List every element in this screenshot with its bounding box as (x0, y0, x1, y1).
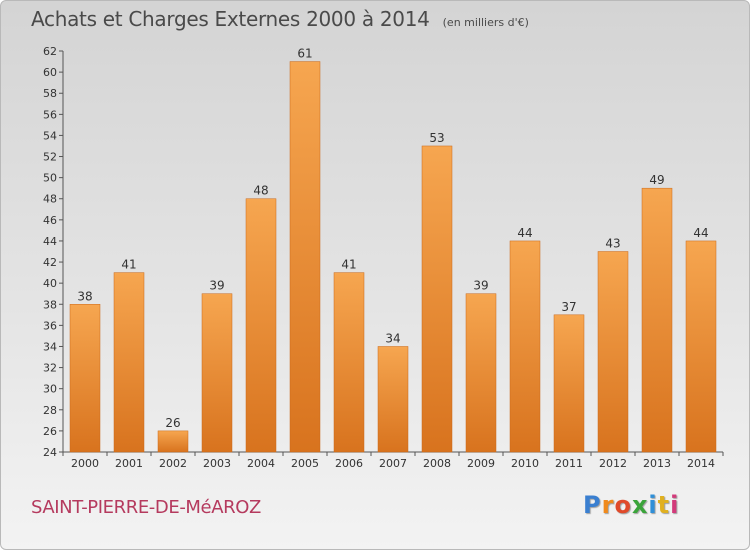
x-tick-label-2014: 2014 (687, 457, 715, 470)
bar-2001 (113, 272, 145, 453)
y-tick-label: 54 (43, 129, 57, 142)
x-tick-label-2012: 2012 (599, 457, 627, 470)
y-tick-label: 34 (43, 340, 57, 353)
x-tick-label-2008: 2008 (423, 457, 451, 470)
y-tick-label: 30 (43, 383, 57, 396)
value-labels: 38 41 26 39 48 61 41 34 53 39 44 37 43 49 44 (77, 47, 708, 430)
logo-letter: r (601, 491, 615, 519)
y-tick-label: 40 (43, 277, 57, 290)
value-label-2001: 41 (121, 258, 136, 272)
value-label-2009: 39 (473, 279, 488, 293)
x-tick-label-2009: 2009 (467, 457, 495, 470)
value-label-2005: 61 (297, 47, 312, 61)
logo-letter: i (670, 491, 680, 519)
x-tick-label-2005: 2005 (291, 457, 319, 470)
value-label-2002: 26 (165, 416, 180, 430)
value-label-2010: 44 (517, 226, 532, 240)
title-row: Achats et Charges Externes 2000 à 2014 (… (31, 7, 529, 31)
bars (69, 61, 717, 453)
value-label-2008: 53 (429, 131, 444, 145)
bar-2006 (333, 272, 365, 453)
value-label-2014: 44 (693, 226, 708, 240)
y-tick-label: 52 (43, 151, 57, 164)
x-tick-label-2000: 2000 (71, 457, 99, 470)
axes: 24 26 28 30 32 34 36 38 40 42 44 46 48 50 52 54 56 58 60 62… (43, 45, 724, 470)
y-tick-label: 62 (43, 45, 57, 58)
y-tick-label: 44 (43, 235, 57, 248)
y-tick-label: 60 (43, 66, 57, 79)
bar-2007 (377, 346, 409, 453)
value-label-2004: 48 (253, 184, 268, 198)
value-label-2006: 41 (341, 258, 356, 272)
y-tick-label: 38 (43, 298, 57, 311)
place-name: SAINT-PIERRE-DE-MéAROZ (31, 497, 261, 518)
y-tick-label: 32 (43, 362, 57, 375)
x-tick-label-2006: 2006 (335, 457, 363, 470)
bar-2011 (553, 314, 585, 453)
proxiti-logo: Proxiti (583, 491, 679, 519)
bar-2003 (201, 293, 233, 453)
value-label-2003: 39 (209, 279, 224, 293)
bar-2008 (421, 145, 453, 453)
x-tick-label-2013: 2013 (643, 457, 671, 470)
x-tick-label-2001: 2001 (115, 457, 143, 470)
y-tick-label: 50 (43, 172, 57, 185)
bar-2004 (245, 198, 277, 453)
value-label-2012: 43 (605, 237, 620, 251)
bar-2014 (685, 240, 717, 453)
bar-2010 (509, 240, 541, 453)
bar-2005 (289, 61, 321, 453)
bar-2012 (597, 251, 629, 453)
bar-2000 (69, 304, 101, 453)
x-tick-label-2011: 2011 (555, 457, 583, 470)
x-tick-label-2004: 2004 (247, 457, 275, 470)
value-label-2000: 38 (77, 289, 92, 303)
y-tick-label: 58 (43, 87, 57, 100)
value-label-2011: 37 (561, 300, 576, 314)
y-tick-label: 56 (43, 108, 57, 121)
bar-2013 (641, 187, 673, 453)
x-tick-label-2007: 2007 (379, 457, 407, 470)
y-tick-label: 48 (43, 193, 57, 206)
x-tick-label-2002: 2002 (159, 457, 187, 470)
bar-2009 (465, 293, 497, 453)
y-tick-label: 42 (43, 256, 57, 269)
x-tick-label-2010: 2010 (511, 457, 539, 470)
y-tick-label: 24 (43, 446, 57, 459)
bar-2002 (157, 430, 189, 453)
y-tick-label: 26 (43, 425, 57, 438)
y-tick-label: 28 (43, 404, 57, 417)
y-tick-label: 46 (43, 214, 57, 227)
chart-title: Achats et Charges Externes 2000 à 2014 (31, 7, 430, 31)
value-label-2013: 49 (649, 173, 664, 187)
logo-letter: t (657, 491, 671, 519)
value-label-2007: 34 (385, 331, 400, 345)
logo-letter: x (631, 491, 649, 519)
logo-letter: P (583, 491, 602, 519)
x-tick-label-2003: 2003 (203, 457, 231, 470)
logo-letter: i (648, 491, 658, 519)
y-tick-label: 36 (43, 319, 57, 332)
chart-unit: (en milliers d'€) (442, 16, 529, 29)
logo-letter: o (614, 491, 632, 519)
